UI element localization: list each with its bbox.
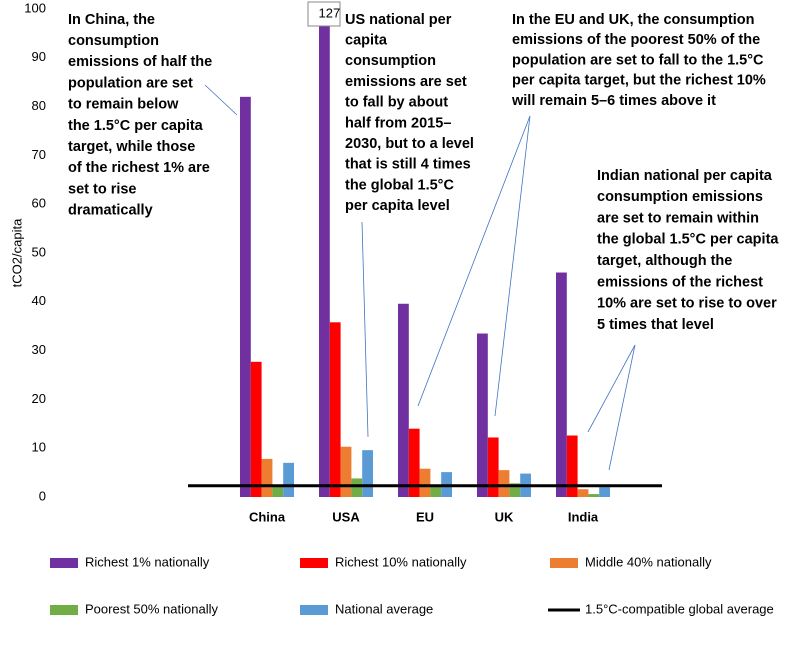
bar [250,361,262,497]
connectors [204,84,636,471]
y-tick-label: 40 [32,293,46,308]
connector [204,84,238,116]
y-tick-label: 60 [32,196,46,211]
annotation-line: the global 1.5°C [345,177,454,193]
annotation-line: consumption emissions [597,189,763,205]
overflow-label: 127 [319,5,341,20]
annotation-line: 5 times that level [597,317,714,333]
annotation-line: In China, the [68,12,155,28]
annotation-line: Indian national per capita [597,168,773,184]
annotation-line: emissions of the richest [597,274,763,290]
annotation-line: emissions are set [345,74,467,90]
y-tick-label: 50 [32,244,46,259]
connector [587,344,636,433]
x-tick-label: India [568,509,599,524]
y-tick-label: 100 [24,0,46,15]
bar [408,428,420,497]
bar [329,322,341,497]
y-tick-label: 20 [32,391,46,406]
legend-label: National average [335,601,433,616]
overflow-label-box [307,1,341,27]
bar [430,484,442,497]
y-axis-label: tCO2/capita [9,218,24,287]
legend-swatch [50,605,78,615]
bar [588,494,600,497]
bar [398,303,409,497]
legend-label: Richest 1% nationally [85,554,210,569]
bar [362,450,373,497]
annotation-line: are set to remain within [597,210,759,226]
annotation-line: to remain below [68,97,179,113]
annotation-line: 10% are set to rise to over [597,296,777,312]
annotation-line: emissions of the poorest 50% of the [512,32,760,48]
annotation-line: target, although the [597,253,732,269]
bar [498,470,510,497]
legend-swatch [300,558,328,568]
bar [419,468,431,497]
legend-label: Poorest 50% nationally [85,601,218,616]
annotation-line: per capita target, but the richest 10% [512,73,766,89]
annotation-line: set to rise [68,181,137,197]
annotation-line: half from 2015– [345,115,451,131]
bar [577,489,589,497]
annotation-line: dramatically [68,203,153,219]
annotation-line: population are set [68,75,193,91]
annotation-line: consumption [345,53,436,69]
annotation-line: consumption [68,33,159,49]
x-tick-label: EU [416,509,434,524]
annotation-line: capita [345,33,388,49]
x-tick-label: UK [495,509,514,524]
y-tick-label: 90 [32,49,46,64]
annotation-line: to fall by about [345,95,448,111]
bar [477,333,488,497]
y-tick-label: 0 [39,488,46,503]
bar [351,478,363,497]
annotation-line: per capita level [345,198,450,214]
bar [509,483,521,497]
connector [608,344,636,471]
bar [261,458,273,497]
bar [599,487,610,497]
annotation-line: In the EU and UK, the consumption [512,12,754,28]
annotation-line: 2030, but to a level [345,136,474,152]
legend-label: Richest 10% nationally [335,554,467,569]
annotation-line: emissions of half the [68,54,212,70]
annotation-line: US national per [345,12,452,28]
y-tick-label: 10 [32,440,46,455]
legend-swatch [300,605,328,615]
bar [283,462,294,497]
legend-label: Middle 40% nationally [585,554,712,569]
y-tick-label: 80 [32,98,46,113]
annotation-line: will remain 5–6 times above it [511,93,716,109]
annotation-line: the global 1.5°C per capita [597,232,779,248]
x-tick-label: China [249,509,286,524]
connector [494,115,531,417]
bar [340,446,352,497]
bar [566,435,578,497]
y-tick-label: 30 [32,342,46,357]
annotation-line: target, while those [68,139,195,155]
annotation-line: that is still 4 times [345,157,471,173]
bar [487,437,499,497]
connector [361,221,369,438]
bar [556,272,567,497]
legend-swatch [50,558,78,568]
y-tick-label: 70 [32,147,46,162]
legend-label: 1.5°C-compatible global average [585,601,774,616]
annotation-line: the 1.5°C per capita [68,118,204,134]
x-tick-label: USA [332,509,360,524]
connector [417,115,531,407]
bar [272,486,284,497]
bar [319,9,330,498]
annotation-line: of the richest 1% are [68,160,210,176]
annotation-line: population are set to fall to the 1.5°C [512,52,764,68]
bar [240,96,251,497]
legend-swatch [550,558,578,568]
